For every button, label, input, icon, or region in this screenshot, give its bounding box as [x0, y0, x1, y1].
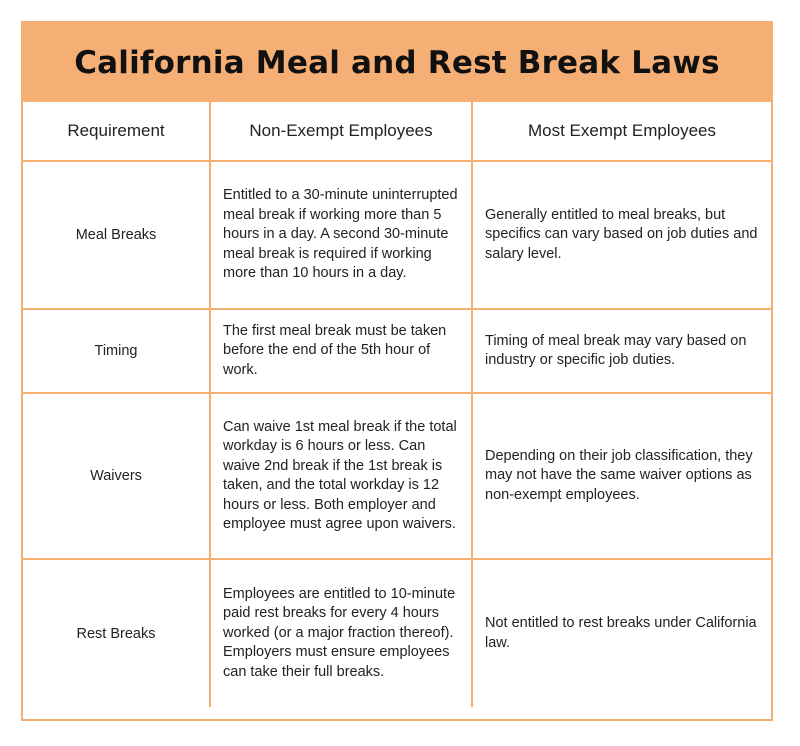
- table-row-timing: Timing The first meal break must be take…: [23, 308, 771, 394]
- exempt-cell: Depending on their job classification, t…: [471, 392, 771, 560]
- break-laws-table: Requirement Non-Exempt Employees Most Ex…: [23, 102, 771, 707]
- exempt-cell: Timing of meal break may vary based on i…: [471, 308, 771, 394]
- exempt-cell: Generally entitled to meal breaks, but s…: [471, 160, 771, 310]
- requirement-cell: Timing: [23, 308, 211, 394]
- column-header-non-exempt: Non-Exempt Employees: [209, 102, 473, 162]
- column-header-exempt: Most Exempt Employees: [471, 102, 771, 162]
- non-exempt-cell: Employees are entitled to 10-minute paid…: [209, 558, 473, 707]
- column-header-requirement: Requirement: [23, 102, 211, 162]
- break-laws-table-container: California Meal and Rest Break Laws Requ…: [21, 21, 773, 721]
- table-row-waivers: Waivers Can waive 1st meal break if the …: [23, 392, 771, 560]
- table-title: California Meal and Rest Break Laws: [23, 23, 771, 102]
- table-row-rest-breaks: Rest Breaks Employees are entitled to 10…: [23, 558, 771, 707]
- requirement-cell: Rest Breaks: [23, 558, 211, 707]
- exempt-cell: Not entitled to rest breaks under Califo…: [471, 558, 771, 707]
- requirement-cell: Meal Breaks: [23, 160, 211, 310]
- table-row-meal-breaks: Meal Breaks Entitled to a 30-minute unin…: [23, 160, 771, 310]
- table-header-row: Requirement Non-Exempt Employees Most Ex…: [23, 102, 771, 162]
- non-exempt-cell: The first meal break must be taken befor…: [209, 308, 473, 394]
- non-exempt-cell: Entitled to a 30-minute uninterrupted me…: [209, 160, 473, 310]
- requirement-cell: Waivers: [23, 392, 211, 560]
- non-exempt-cell: Can waive 1st meal break if the total wo…: [209, 392, 473, 560]
